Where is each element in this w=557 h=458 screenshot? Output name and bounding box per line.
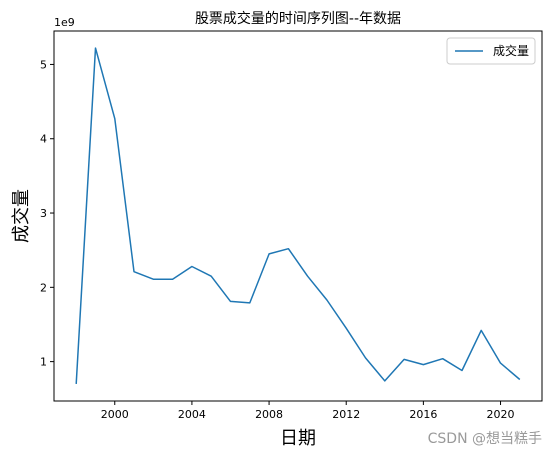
series-layer bbox=[75, 47, 521, 384]
x-tick-label: 2004 bbox=[178, 408, 206, 421]
legend-label: 成交量 bbox=[493, 43, 529, 58]
x-axis-title: 日期 bbox=[280, 428, 316, 449]
x-tick-label: 2012 bbox=[332, 408, 360, 421]
x-tick-label: 2016 bbox=[409, 408, 437, 421]
y-axis-title: 成交量 bbox=[11, 189, 32, 243]
plot-frame bbox=[53, 30, 543, 402]
x-tick-label: 2000 bbox=[101, 408, 129, 421]
y-tick-label: 2 bbox=[40, 281, 47, 294]
watermark: CSDN @想当糕手 bbox=[428, 431, 542, 447]
y-tick-label: 4 bbox=[40, 133, 47, 146]
x-tick-label: 2008 bbox=[255, 408, 283, 421]
y-axis-ticks: 1 2 3 4 5 bbox=[40, 58, 54, 369]
series-line bbox=[75, 47, 521, 384]
y-tick-label: 5 bbox=[40, 58, 47, 71]
chart-title: 股票成交量的时间序列图--年数据 bbox=[195, 10, 401, 27]
y-axis-offset-label: 1e9 bbox=[54, 16, 75, 29]
x-tick-label: 2020 bbox=[487, 408, 515, 421]
y-tick-label: 3 bbox=[40, 207, 47, 220]
y-tick-label: 1 bbox=[40, 356, 47, 369]
x-axis-ticks: 2000 2004 2008 2012 2016 2020 bbox=[101, 401, 515, 421]
legend: 成交量 bbox=[446, 37, 536, 65]
legend-box bbox=[446, 37, 536, 65]
